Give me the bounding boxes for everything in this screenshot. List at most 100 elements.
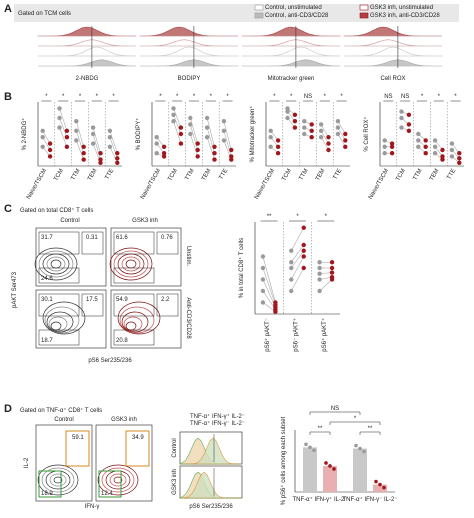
label: * xyxy=(79,94,82,100)
gsk3-dot xyxy=(47,147,53,153)
bar-dot xyxy=(362,449,366,454)
pair-line xyxy=(190,117,198,144)
pair-line xyxy=(76,140,84,160)
gsk3-dot xyxy=(301,225,306,230)
gate xyxy=(38,267,80,284)
label: 31.7 xyxy=(41,235,53,241)
pair-line xyxy=(190,124,198,151)
label: B xyxy=(4,91,12,103)
label: NS xyxy=(331,406,339,412)
label: Control xyxy=(60,218,79,224)
control-dot xyxy=(382,151,387,156)
bar-dot xyxy=(354,443,358,448)
label: pS6⁺ pAKT⁻ xyxy=(264,318,271,352)
label: * xyxy=(210,94,213,100)
bar xyxy=(373,484,387,492)
density-contour xyxy=(117,301,161,335)
gsk3-dot xyxy=(440,157,445,162)
control-dot xyxy=(40,135,45,140)
gsk3-dot xyxy=(98,160,103,165)
sig-bracket xyxy=(359,431,381,435)
label: TEM xyxy=(201,168,213,182)
label: GSK3 inh, anti-CD3/CD28 xyxy=(370,13,440,19)
label: Control xyxy=(172,438,178,457)
gate xyxy=(65,430,90,467)
control-dot xyxy=(317,271,322,276)
control-dot xyxy=(289,260,294,265)
label: TCM xyxy=(53,168,65,182)
gate xyxy=(125,430,150,467)
bar-dot xyxy=(324,461,328,465)
label: Gated on TNF-α⁺ CD8⁺ T cells xyxy=(20,407,102,414)
pair-line xyxy=(291,267,304,292)
control-dot xyxy=(285,109,290,114)
density-contour xyxy=(46,256,66,272)
label: TCM xyxy=(281,168,293,182)
control-dot xyxy=(74,128,79,133)
bar xyxy=(303,447,317,492)
sig-bracket xyxy=(329,421,381,425)
gsk3-dot xyxy=(326,147,331,153)
histogram-trace xyxy=(179,471,242,499)
pair-line xyxy=(173,108,182,128)
control-dot xyxy=(154,141,159,146)
gsk3-dot xyxy=(301,248,306,253)
legend-swatch xyxy=(254,4,264,11)
density-contour xyxy=(113,250,149,278)
histogram-trace xyxy=(242,59,341,67)
label: Gated on TCM cells xyxy=(18,11,71,17)
label: IFN-γ xyxy=(85,504,100,510)
gsk3-dot xyxy=(275,144,281,149)
gsk3-dot xyxy=(309,128,314,133)
pair-line xyxy=(291,256,304,280)
control-dot xyxy=(90,131,96,137)
label: 12.4 xyxy=(101,491,113,497)
pair-line xyxy=(337,127,346,141)
gate xyxy=(38,470,62,498)
control-dot xyxy=(449,147,455,153)
label: * xyxy=(354,416,357,422)
histogram-trace xyxy=(38,46,137,57)
gate xyxy=(113,293,155,317)
label: * xyxy=(421,94,424,100)
label: pAKT Ser473 xyxy=(12,271,18,308)
control-dot xyxy=(449,154,455,159)
label: GSK3 inh xyxy=(172,469,178,495)
histogram-trace xyxy=(139,59,239,67)
label: 61.6 xyxy=(116,235,128,241)
control-dot xyxy=(204,125,210,130)
control-dot xyxy=(317,265,322,271)
label: BODIPY xyxy=(178,76,201,82)
density-contour xyxy=(97,464,139,496)
control-dot xyxy=(260,300,266,305)
histogram-trace xyxy=(37,39,137,47)
flow-plot xyxy=(35,424,93,502)
density-contour xyxy=(109,247,153,281)
label: Naive/TSCM xyxy=(368,168,390,200)
label: ** xyxy=(318,426,323,432)
label: Control, anti-CD3/CD28 xyxy=(265,13,329,19)
gsk3-dot xyxy=(389,151,395,156)
control-dot xyxy=(285,106,290,111)
label: 20.8 xyxy=(116,338,128,344)
control-dot xyxy=(302,125,307,130)
control-dot xyxy=(260,254,266,259)
density-contour xyxy=(38,250,74,278)
gsk3-dot xyxy=(229,147,234,153)
control-dot xyxy=(318,122,324,127)
control-dot xyxy=(317,260,322,265)
pair-line xyxy=(76,121,84,147)
gsk3-dot xyxy=(292,125,298,130)
label: 59.1 xyxy=(72,435,84,441)
bar-dot xyxy=(382,485,386,490)
control-dot xyxy=(107,144,113,149)
label: * xyxy=(273,94,276,100)
gsk3-dot xyxy=(81,151,86,156)
density-contour xyxy=(119,306,155,334)
label: TNF-α⁺ IFN-γ⁻ IL-2⁻ xyxy=(343,496,398,503)
histogram-trace xyxy=(343,46,443,57)
control-dot xyxy=(260,288,266,294)
label: TCM xyxy=(395,168,407,182)
gate xyxy=(113,329,155,346)
